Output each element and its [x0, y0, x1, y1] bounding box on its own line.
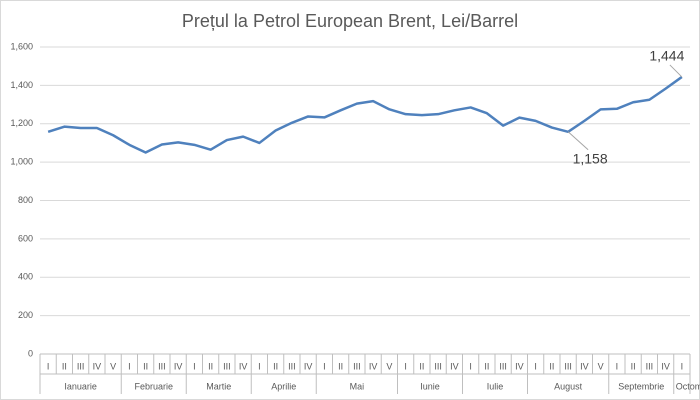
x-tick-label: I	[128, 361, 131, 371]
y-tick-label: 0	[28, 348, 33, 358]
line-series	[47, 75, 683, 154]
y-tick-label: 200	[18, 310, 33, 320]
label-leader	[567, 131, 589, 151]
x-tick-label: II	[549, 361, 554, 371]
x-tick-label: IV	[580, 361, 589, 371]
x-tick-label: II	[143, 361, 148, 371]
y-tick-label: 1,000	[10, 157, 33, 167]
x-tick-label: I	[47, 361, 50, 371]
x-tick-label: IV	[239, 361, 248, 371]
group-label: Martie	[206, 381, 231, 391]
group-label: Octombrie	[676, 381, 700, 391]
y-tick-label: 600	[18, 233, 33, 243]
x-tick-label: III	[288, 361, 296, 371]
x-tick-label: II	[208, 361, 213, 371]
group-label: August	[554, 381, 583, 391]
x-tick-label: II	[62, 361, 67, 371]
group-label: Septembrie	[618, 381, 664, 391]
x-tick-label: IV	[174, 361, 183, 371]
data-label: 1,444	[649, 48, 684, 64]
chart-title: Prețul la Petrol European Brent, Lei/Bar…	[182, 11, 518, 31]
x-tick-label: II	[273, 361, 278, 371]
x-tick-label: III	[646, 361, 654, 371]
x-tick-label: II	[631, 361, 636, 371]
group-label: Iunie	[420, 381, 440, 391]
x-tick-label: III	[223, 361, 231, 371]
x-tick-label: III	[499, 361, 507, 371]
y-tick-label: 1,600	[10, 41, 33, 51]
data-label: 1,158	[573, 151, 608, 167]
x-tick-label: III	[353, 361, 361, 371]
x-tick-label: III	[564, 361, 572, 371]
group-label: Mai	[350, 381, 365, 391]
y-tick-label: 800	[18, 195, 33, 205]
x-tick-label: III	[158, 361, 166, 371]
x-tick-label: IV	[304, 361, 313, 371]
x-tick-label: II	[484, 361, 489, 371]
y-tick-label: 400	[18, 272, 33, 282]
x-tick-label: I	[616, 361, 619, 371]
x-tick-label: I	[681, 361, 684, 371]
x-tick-label: II	[338, 361, 343, 371]
group-label: Ianuarie	[64, 381, 97, 391]
x-tick-label: IV	[661, 361, 670, 371]
x-tick-label: I	[404, 361, 407, 371]
x-tick-label: III	[77, 361, 85, 371]
y-tick-label: 1,200	[10, 118, 33, 128]
x-tick-label: V	[598, 361, 604, 371]
x-tick-label: I	[258, 361, 261, 371]
x-tick-label: V	[386, 361, 392, 371]
x-tick-label: IV	[93, 361, 102, 371]
x-tick-label: I	[193, 361, 196, 371]
group-label: Iulie	[487, 381, 504, 391]
x-tick-label: V	[110, 361, 116, 371]
x-tick-label: IV	[369, 361, 378, 371]
x-tick-label: III	[434, 361, 442, 371]
group-label: Aprilie	[271, 381, 296, 391]
x-tick-label: II	[419, 361, 424, 371]
y-tick-label: 1,400	[10, 80, 33, 90]
x-tick-label: I	[534, 361, 537, 371]
x-tick-label: I	[469, 361, 472, 371]
label-leader	[669, 64, 683, 78]
x-tick-label: IV	[450, 361, 459, 371]
group-label: Februarie	[134, 381, 173, 391]
x-tick-label: I	[323, 361, 326, 371]
x-tick-label: IV	[515, 361, 524, 371]
